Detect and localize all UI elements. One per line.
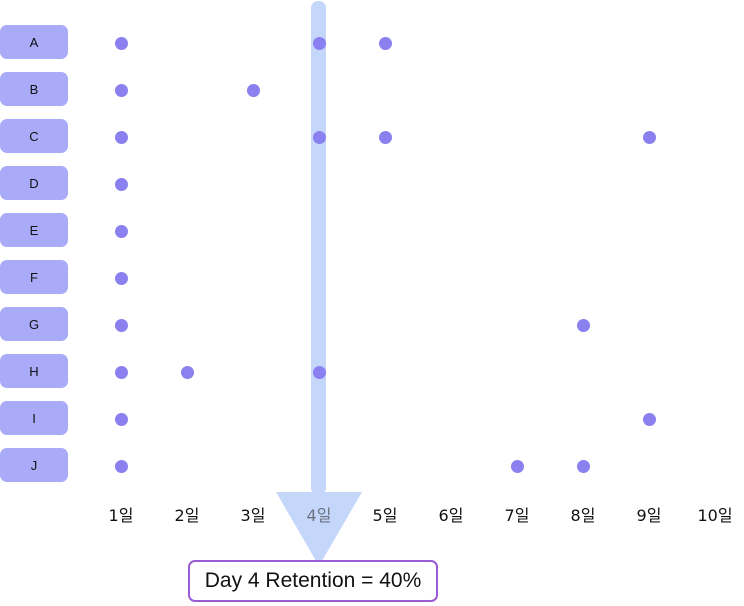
- activity-dot-a-day-5: [378, 36, 392, 50]
- user-label-g: G: [0, 307, 68, 341]
- user-label-h: H: [0, 354, 68, 388]
- activity-dot-a-day-1: [114, 36, 128, 50]
- user-label-f: F: [0, 260, 68, 294]
- day-label-8: 8일: [570, 506, 596, 525]
- user-label-i: I: [0, 401, 68, 435]
- activity-dot-i-day-9: [642, 412, 656, 426]
- activity-dot-h-day-2: [180, 365, 194, 379]
- activity-dot-g-day-8: [576, 318, 590, 332]
- arrow-shaft: [311, 1, 326, 495]
- activity-dot-f-day-1: [114, 271, 128, 285]
- user-label-a: A: [0, 25, 68, 59]
- user-label-b: B: [0, 72, 68, 106]
- arrow-head: [276, 492, 362, 566]
- day-label-2: 2일: [174, 506, 200, 525]
- activity-dot-b-day-1: [114, 83, 128, 97]
- user-label-e: E: [0, 213, 68, 247]
- activity-dot-h-day-1: [114, 365, 128, 379]
- activity-dot-j-day-7: [510, 459, 524, 473]
- activity-dot-c-day-9: [642, 130, 656, 144]
- activity-dot-d-day-1: [114, 177, 128, 191]
- activity-dot-h-day-4: [312, 365, 326, 379]
- activity-dot-c-day-1: [114, 130, 128, 144]
- day-label-9: 9일: [636, 506, 662, 525]
- day-label-6: 6일: [438, 506, 464, 525]
- activity-dot-c-day-5: [378, 130, 392, 144]
- activity-dot-j-day-1: [114, 459, 128, 473]
- activity-dot-e-day-1: [114, 224, 128, 238]
- day-label-1: 1일: [108, 506, 134, 525]
- user-label-d: D: [0, 166, 68, 200]
- user-label-j: J: [0, 448, 68, 482]
- retention-result-box: Day 4 Retention = 40%: [188, 560, 438, 602]
- activity-dot-b-day-3: [246, 83, 260, 97]
- activity-dot-g-day-1: [114, 318, 128, 332]
- day-label-4: 4일: [306, 506, 332, 525]
- activity-dot-a-day-4: [312, 36, 326, 50]
- activity-dot-j-day-8: [576, 459, 590, 473]
- day-label-10: 10일: [697, 506, 733, 525]
- day-label-7: 7일: [504, 506, 530, 525]
- day-label-3: 3일: [240, 506, 266, 525]
- activity-dot-i-day-1: [114, 412, 128, 426]
- day-label-5: 5일: [372, 506, 398, 525]
- activity-dot-c-day-4: [312, 130, 326, 144]
- user-label-c: C: [0, 119, 68, 153]
